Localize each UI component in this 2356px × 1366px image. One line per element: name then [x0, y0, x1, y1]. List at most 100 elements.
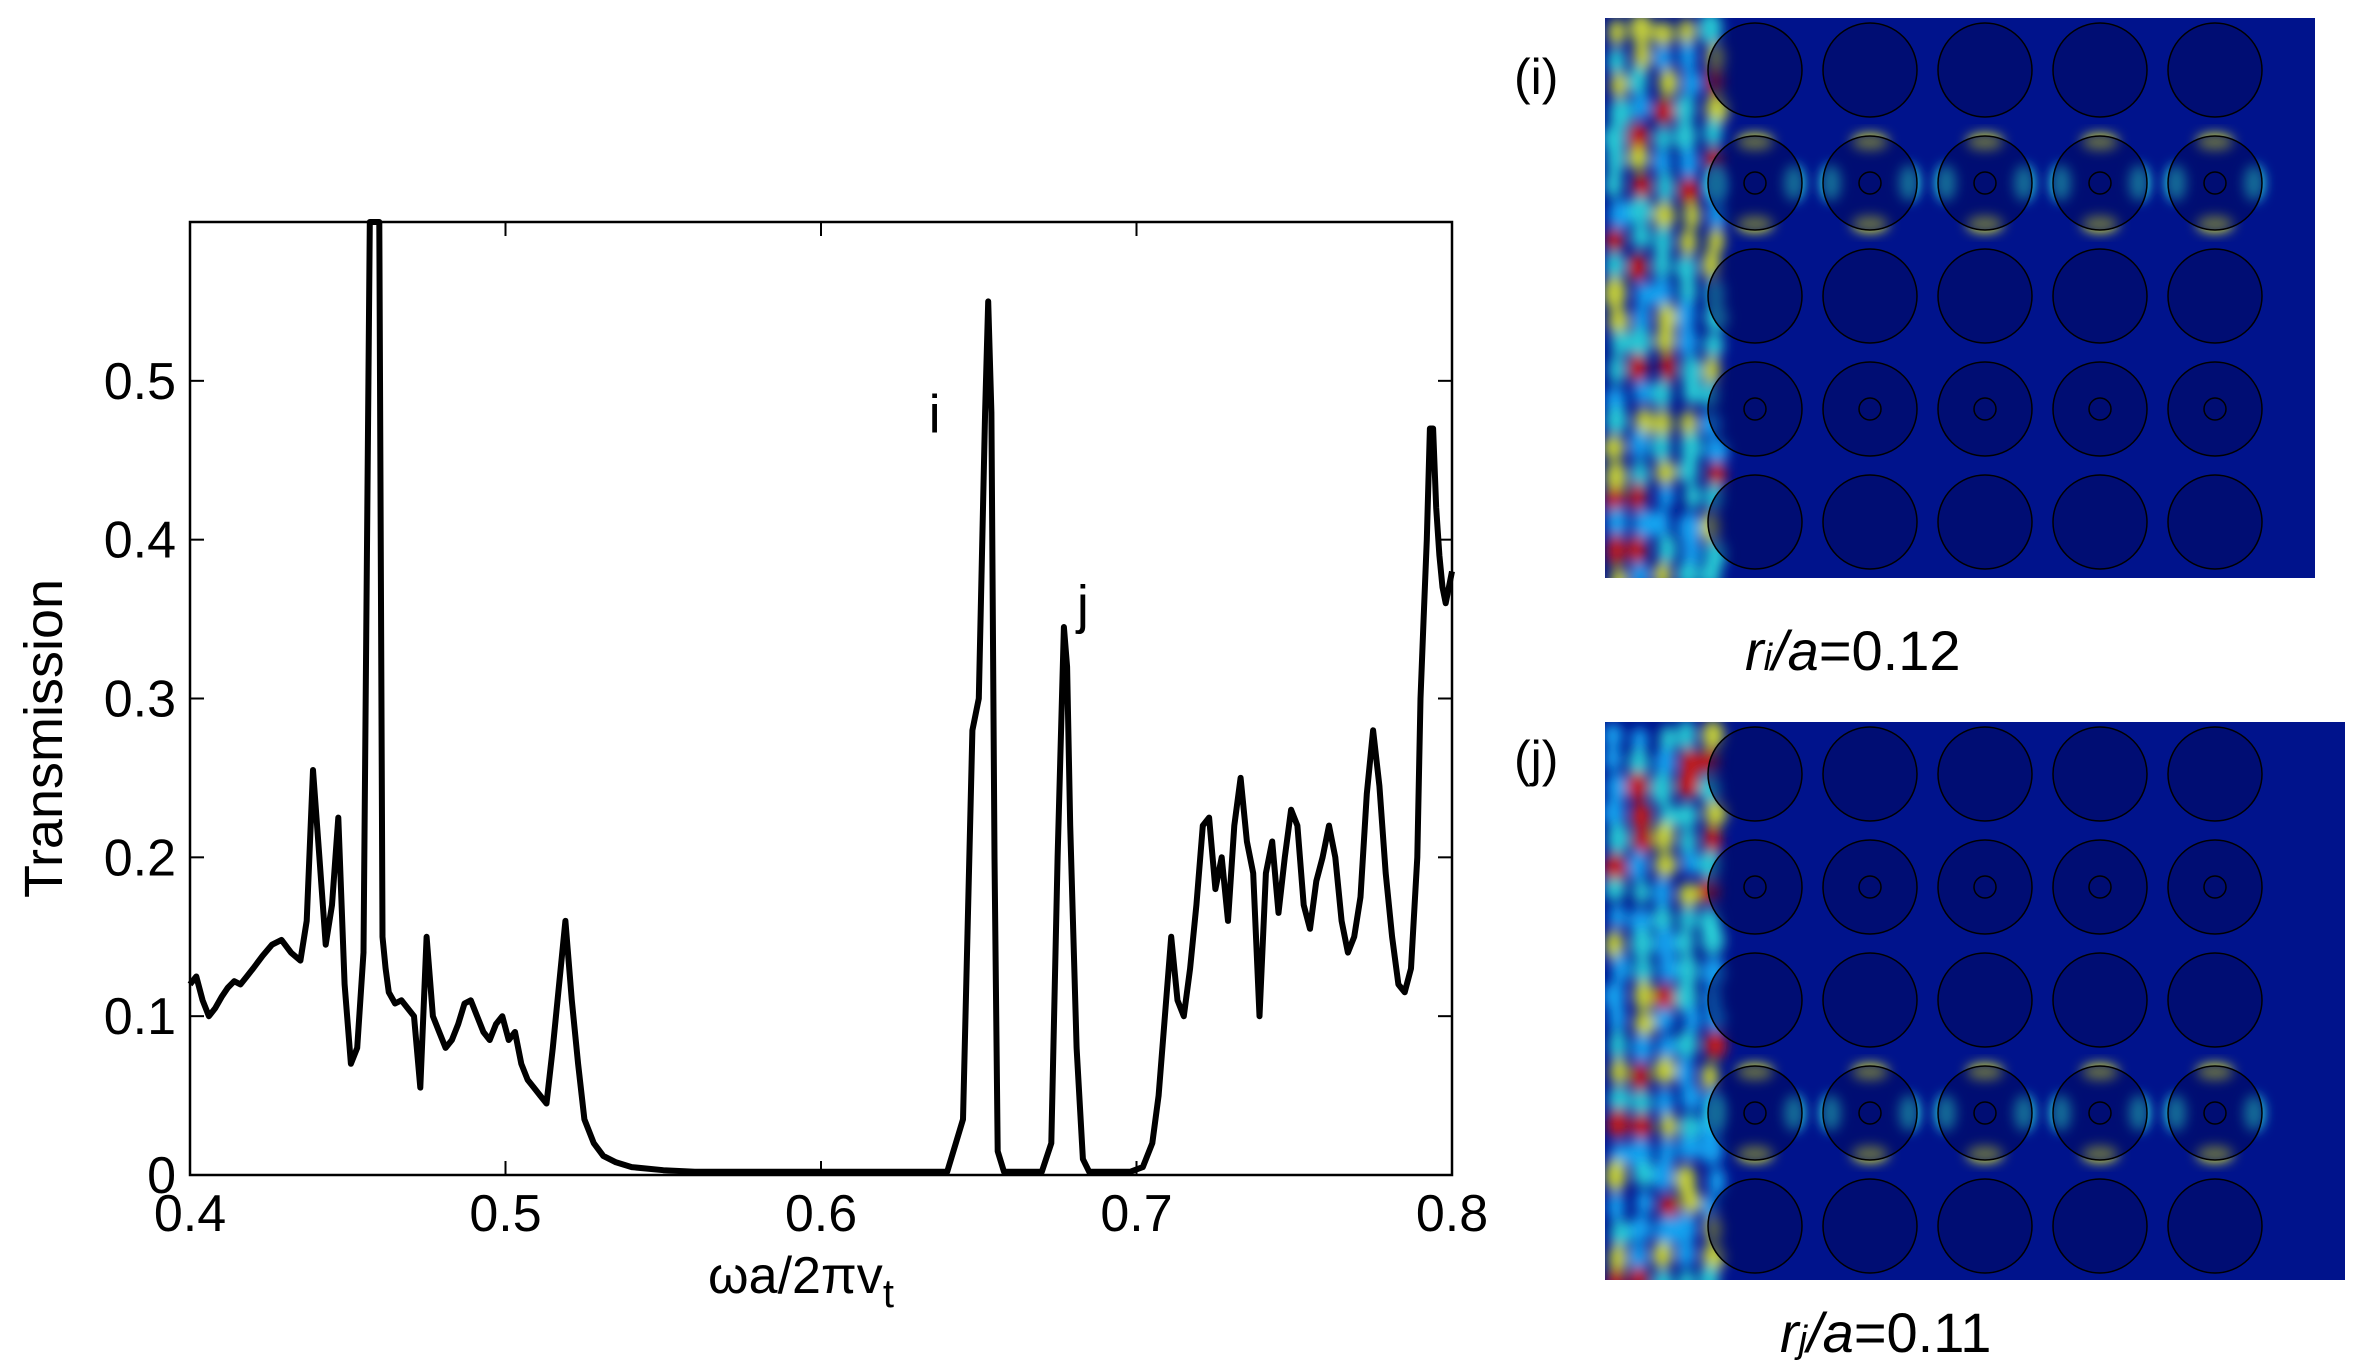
field-hotspot: [1628, 908, 1653, 934]
field-hotspot: [1607, 822, 1630, 855]
field-hotspot: [1655, 460, 1677, 486]
cylinder: [2167, 361, 2263, 457]
field-hotspot: [1633, 880, 1650, 905]
inset-j-caption-var: r: [1780, 1301, 1799, 1364]
field-hotspot: [1652, 1159, 1674, 1192]
field-hotspot: [1632, 304, 1650, 333]
field-hotspot: [1683, 201, 1701, 230]
defect-hole: [2088, 875, 2112, 899]
field-hotspot: [1606, 506, 1628, 538]
field-hotspot: [1629, 18, 1653, 44]
transmission-line: [187, 219, 1455, 1175]
cylinder: [1937, 361, 2033, 457]
field-hotspot: [1653, 201, 1676, 231]
field-hotspot: [1627, 353, 1648, 384]
field-hotspot: [1629, 1242, 1648, 1274]
field-hotspot: [1608, 199, 1633, 230]
field-hotspot: [1679, 228, 1697, 257]
field-hotspot: [1654, 853, 1678, 878]
x-tick-label: 0.4: [154, 1185, 226, 1243]
field-hotspot: [1652, 149, 1672, 174]
field-hotspot: [1675, 928, 1695, 956]
cylinder: [2052, 474, 2148, 570]
cylinder: [1937, 474, 2033, 570]
field-hotspot: [1605, 745, 1622, 772]
field-hotspot: [1659, 725, 1677, 755]
field-hotspot: [1610, 72, 1628, 99]
cylinder: [1822, 135, 1918, 231]
field-hotspot: [1653, 1269, 1673, 1280]
field-hotspot: [1681, 850, 1699, 875]
field-hotspot: [1658, 483, 1675, 509]
field-hotspot: [1676, 561, 1699, 578]
defect-hole: [1743, 1101, 1767, 1125]
field-hotspot: [1654, 1215, 1678, 1250]
defect-hole: [2088, 171, 2112, 195]
cylinder: [1937, 726, 2033, 822]
cylinder: [2052, 952, 2148, 1048]
field-hotspot: [1677, 953, 1699, 988]
field-hotspot: [1633, 1161, 1655, 1188]
field-hotspot: [1656, 1086, 1674, 1120]
y-tick-label: 0.5: [104, 353, 176, 411]
field-hotspot: [1605, 460, 1627, 494]
field-hotspot: [1707, 461, 1726, 489]
field-hotspot: [1653, 561, 1671, 578]
defect-hole: [1858, 1101, 1882, 1125]
y-tick-labels: 0 0.1 0.2 0.3 0.4 0.5: [104, 353, 176, 1205]
field-hotspot: [1631, 223, 1651, 250]
field-hotspot: [1605, 406, 1628, 435]
x-axis-label-sub: t: [883, 1272, 894, 1316]
inset-i-caption: ri/a=0.12: [1745, 618, 1961, 683]
field-hotspot: [1679, 1113, 1700, 1144]
field-hotspot: [1605, 276, 1627, 310]
field-hotspot: [1676, 1055, 1695, 1089]
field-hotspot: [1611, 952, 1630, 984]
cylinder: [2167, 22, 2263, 118]
inset-i-caption-value: =0.12: [1818, 619, 1961, 682]
field-hotspot: [1606, 772, 1628, 803]
field-hotspot: [1608, 1004, 1627, 1032]
field-hotspot: [1632, 92, 1651, 120]
cylinder: [1937, 952, 2033, 1048]
field-hotspot: [1679, 147, 1698, 181]
cylinder: [2052, 1178, 2148, 1274]
defect-hole: [2203, 171, 2227, 195]
field-hotspot: [1681, 1188, 1702, 1215]
cylinder: [2052, 1065, 2148, 1161]
field-hotspot: [1628, 849, 1648, 882]
field-hotspot: [1679, 747, 1702, 781]
field-hotspot: [1627, 122, 1650, 153]
inset-i-caption-var: r: [1745, 619, 1764, 682]
field-hotspot: [1650, 771, 1673, 806]
field-hotspot: [1630, 561, 1650, 578]
field-hotspot: [1628, 64, 1648, 96]
field-hotspot: [1707, 227, 1725, 254]
field-hotspot: [1605, 251, 1626, 279]
field-hotspot: [1656, 303, 1678, 334]
field-hotspot: [1681, 70, 1702, 97]
cylinder: [1707, 474, 1803, 570]
cylinder: [2167, 1178, 2263, 1274]
field-hotspot: [1631, 727, 1648, 752]
inset-j-caption-value: =0.11: [1853, 1301, 1992, 1364]
field-hotspot: [1658, 68, 1679, 98]
field-hotspot: [1605, 723, 1623, 748]
cylinder: [2167, 474, 2263, 570]
field-hotspot: [1654, 748, 1676, 777]
cylinder: [1822, 248, 1918, 344]
inset-j-caption-a: a: [1822, 1301, 1854, 1364]
field-hotspot: [1681, 355, 1703, 389]
field-hotspot: [1631, 1033, 1653, 1064]
field-hotspot: [1657, 1033, 1677, 1063]
y-tick-label: 0: [147, 1147, 176, 1205]
field-hotspot: [1628, 747, 1649, 781]
field-hotspot: [1701, 1063, 1719, 1091]
cylinder: [1822, 839, 1918, 935]
field-hotspot: [1607, 1268, 1625, 1280]
cylinder: [1707, 22, 1803, 118]
axis-ticks: [189, 222, 1453, 1176]
defect-hole: [1858, 171, 1882, 195]
cylinder: [1707, 839, 1803, 935]
cylinder: [2052, 248, 2148, 344]
